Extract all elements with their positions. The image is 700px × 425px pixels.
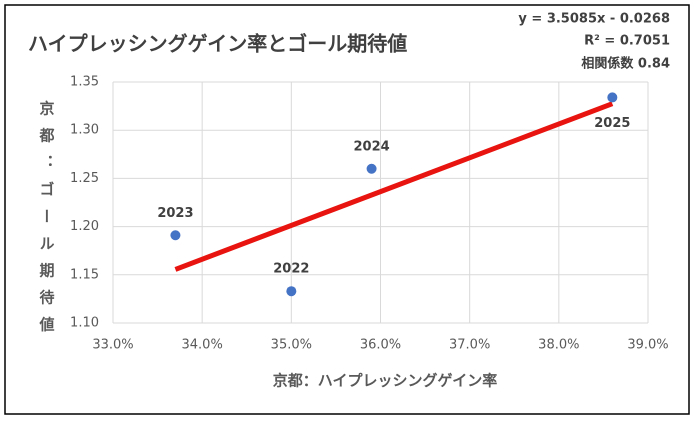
x-tick-label: 33.0% [92, 338, 133, 353]
point-label: 2024 [353, 139, 389, 154]
point-label: 2022 [273, 262, 309, 277]
trendline [174, 101, 614, 272]
x-tick-label: 38.0% [538, 338, 579, 353]
x-tick-label: 36.0% [360, 338, 401, 353]
equation: y = 3.5085x - 0.0268 [518, 12, 670, 27]
y-tick-label: 1.35 [70, 75, 99, 90]
x-tick-label: 34.0% [182, 338, 223, 353]
y-tick-label: 1.15 [70, 267, 99, 282]
point [366, 163, 377, 174]
r-squared: R² = 0.7051 [584, 34, 670, 49]
correlation: 相関係数 0.84 [581, 56, 670, 72]
x-tick-label: 37.0% [449, 338, 490, 353]
point [607, 92, 618, 103]
y-tick-label: 1.20 [70, 219, 99, 234]
chart-title: ハイプレッシングゲイン率とゴール期待値 [28, 32, 407, 56]
x-axis-title: 京都：ハイプレッシングゲイン率 [273, 372, 497, 390]
point-label: 2023 [157, 206, 193, 221]
x-tick-label: 35.0% [271, 338, 312, 353]
y-tick-label: 1.30 [70, 123, 99, 138]
point-label: 2025 [594, 116, 630, 131]
point [170, 230, 181, 241]
point [286, 286, 297, 297]
chart-border [4, 4, 690, 415]
y-tick-label: 1.25 [70, 171, 99, 186]
x-tick-label: 39.0% [627, 338, 668, 353]
y-axis-title: 京都：ゴール期待値 [38, 100, 56, 344]
y-tick-label: 1.10 [70, 316, 99, 331]
